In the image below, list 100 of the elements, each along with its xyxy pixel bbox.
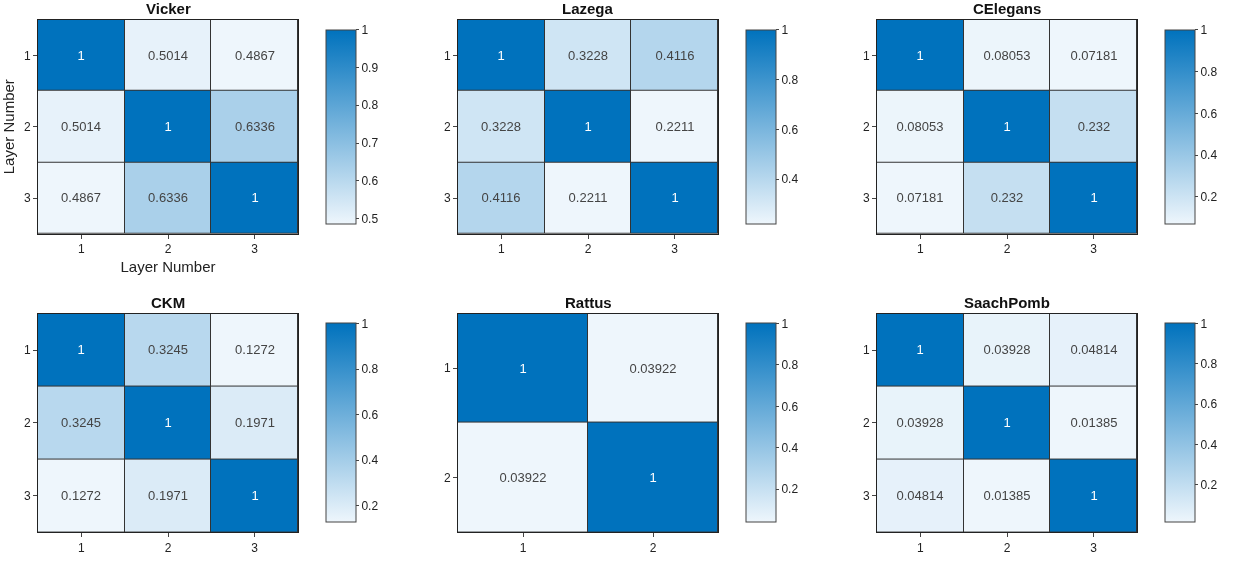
data-label: 0.232 bbox=[1077, 119, 1111, 135]
data-label: 0.04814 bbox=[1070, 342, 1118, 358]
color-bar-label: 1 bbox=[361, 316, 369, 331]
color-bar-label: 0.8 bbox=[361, 98, 379, 113]
x-tick-label: 2 bbox=[584, 242, 592, 257]
y-tick-label: 1 bbox=[862, 343, 870, 358]
data-label: 0.1272 bbox=[61, 488, 101, 504]
data-label: 1 bbox=[497, 48, 505, 64]
y-tick-label: 3 bbox=[23, 489, 31, 504]
data-label: 1 bbox=[519, 361, 527, 377]
chart-title: Rattus bbox=[565, 294, 612, 311]
x-tick-label: 1 bbox=[519, 540, 527, 555]
data-label: 0.03922 bbox=[499, 470, 547, 486]
y-tick-label: 2 bbox=[443, 470, 451, 485]
data-label: 1 bbox=[916, 342, 924, 358]
color-bar-label: 0.4 bbox=[361, 453, 379, 468]
data-label: 0.6336 bbox=[148, 190, 188, 206]
data-label: 1 bbox=[916, 48, 924, 64]
color-bar-label: 1 bbox=[781, 316, 789, 331]
chart-title: Vicker bbox=[146, 0, 191, 17]
data-label: 0.1971 bbox=[235, 415, 275, 431]
chart-title: SaachPomb bbox=[964, 294, 1050, 311]
y-tick-label: 3 bbox=[862, 489, 870, 504]
chart-title: CElegans bbox=[973, 0, 1042, 17]
color-bar-label: 0.8 bbox=[781, 358, 799, 373]
x-tick-label: 1 bbox=[916, 242, 924, 257]
data-label: 0.5014 bbox=[148, 48, 188, 64]
data-label: 0.4867 bbox=[235, 48, 275, 64]
data-label: 1 bbox=[1090, 190, 1098, 206]
y-tick-label: 2 bbox=[23, 416, 31, 431]
data-label: 1 bbox=[584, 119, 592, 135]
data-label: 0.04814 bbox=[896, 488, 944, 504]
x-tick-label: 1 bbox=[916, 540, 924, 555]
y-tick-label: 1 bbox=[23, 343, 31, 358]
data-label: 0.4116 bbox=[481, 190, 521, 206]
data-label: 0.07181 bbox=[1070, 48, 1118, 64]
y-tick-label: 2 bbox=[23, 119, 31, 134]
x-tick-label: 1 bbox=[77, 540, 85, 555]
color-bar-label: 0.8 bbox=[1200, 64, 1218, 79]
color-bar-label: 0.2 bbox=[1200, 190, 1218, 205]
x-tick-label: 3 bbox=[1090, 540, 1098, 555]
color-bar-label: 0.6 bbox=[1200, 106, 1218, 121]
color-bar-label: 0.9 bbox=[361, 60, 379, 75]
y-tick-label: 1 bbox=[23, 48, 31, 63]
color-bar-label: 0.8 bbox=[361, 362, 379, 377]
data-label: 0.4867 bbox=[61, 190, 101, 206]
data-label: 1 bbox=[251, 190, 259, 206]
color-bar-label: 0.4 bbox=[1200, 437, 1218, 452]
color-bar-label: 0.4 bbox=[781, 172, 799, 187]
data-label: 1 bbox=[77, 48, 85, 64]
color-bar-label: 0.7 bbox=[361, 136, 379, 151]
y-tick-label: 3 bbox=[443, 191, 451, 206]
color-bar-label: 0.2 bbox=[361, 499, 379, 514]
data-label: 0.3228 bbox=[568, 48, 608, 64]
data-label: 0.01385 bbox=[1070, 415, 1118, 431]
color-bar-label: 0.6 bbox=[361, 407, 379, 422]
x-tick-label: 2 bbox=[649, 540, 657, 555]
data-label: 0.2211 bbox=[655, 119, 695, 135]
color-bar-label: 0.8 bbox=[781, 72, 799, 87]
color-bar-label: 0.5 bbox=[361, 211, 379, 226]
x-tick-label: 2 bbox=[164, 242, 172, 257]
y-tick-label: 1 bbox=[862, 48, 870, 63]
y-tick-label: 3 bbox=[862, 191, 870, 206]
color-bar-label: 0.6 bbox=[1200, 397, 1218, 412]
data-label: 0.5014 bbox=[61, 119, 101, 135]
chart-title: Lazega bbox=[562, 0, 614, 17]
y-tick-label: 3 bbox=[23, 191, 31, 206]
y-tick-label: 2 bbox=[443, 119, 451, 134]
data-label: 1 bbox=[251, 488, 259, 504]
data-label: 0.2211 bbox=[568, 190, 608, 206]
x-tick-label: 2 bbox=[1003, 540, 1011, 555]
data-label: 0.6336 bbox=[235, 119, 275, 135]
data-label: 1 bbox=[164, 415, 172, 431]
y-tick-label: 1 bbox=[443, 48, 451, 63]
y-tick-label: 2 bbox=[862, 416, 870, 431]
data-label: 0.08053 bbox=[896, 119, 944, 135]
data-label: 1 bbox=[164, 119, 172, 135]
color-bar-label: 1 bbox=[1200, 22, 1208, 37]
x-tick-label: 3 bbox=[1090, 242, 1098, 257]
color-bar-label: 0.2 bbox=[781, 482, 799, 497]
x-tick-label: 3 bbox=[251, 242, 259, 257]
data-label: 1 bbox=[1003, 415, 1011, 431]
data-label: 0.3228 bbox=[481, 119, 521, 135]
color-bar-label: 0.2 bbox=[1200, 478, 1218, 493]
data-label: 0.03922 bbox=[629, 361, 677, 377]
color-bar-label: 0.6 bbox=[781, 399, 799, 414]
y-tick-label: 2 bbox=[862, 119, 870, 134]
data-label: 1 bbox=[1090, 488, 1098, 504]
data-label: 1 bbox=[649, 470, 657, 486]
data-label: 0.03928 bbox=[896, 415, 944, 431]
data-label: 0.03928 bbox=[983, 342, 1031, 358]
data-label: 0.08053 bbox=[983, 48, 1031, 64]
data-label: 1 bbox=[1003, 119, 1011, 135]
data-label: 0.232 bbox=[990, 190, 1024, 206]
data-label: 0.1971 bbox=[148, 488, 188, 504]
x-tick-label: 3 bbox=[671, 242, 679, 257]
color-bar-label: 0.6 bbox=[781, 122, 799, 137]
color-bar-label: 0.4 bbox=[1200, 148, 1218, 163]
data-label: 0.3245 bbox=[61, 415, 101, 431]
x-tick-label: 3 bbox=[251, 540, 259, 555]
